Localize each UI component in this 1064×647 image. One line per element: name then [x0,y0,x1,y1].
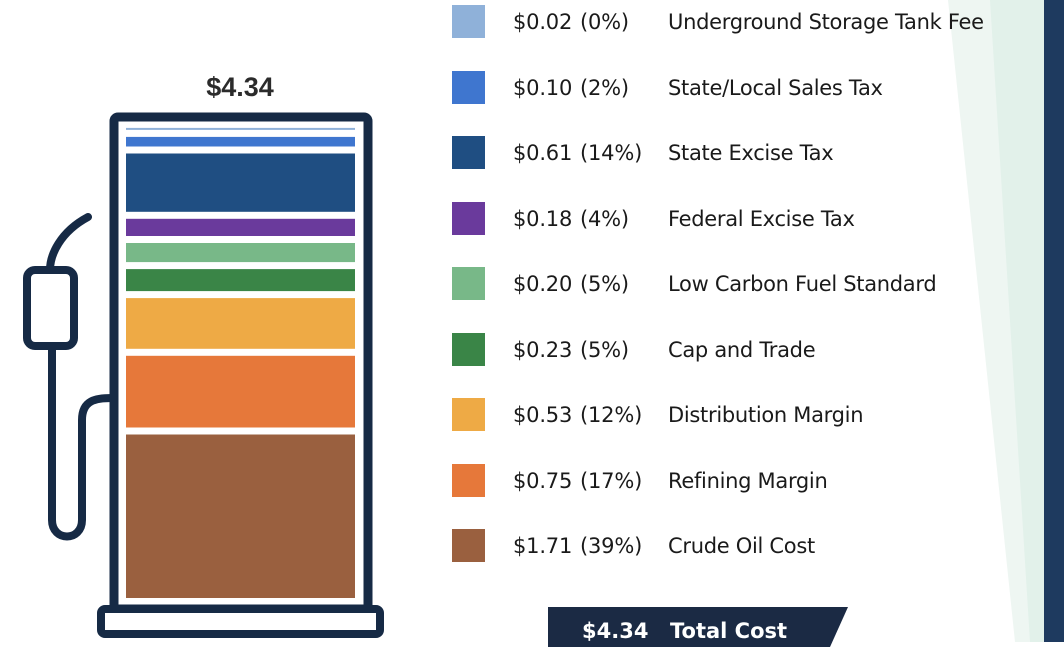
stacked-bar [126,127,355,598]
bar-segment [126,243,355,263]
legend-amount: $0.20 [513,272,573,296]
legend-amount: $0.53 [513,403,573,427]
legend-swatch [452,5,485,38]
legend-percent: (2%) [580,75,629,100]
total-cost-label: Total Cost [670,619,788,643]
nozzle-spout [46,213,92,274]
bar-segment [126,127,355,130]
legend-percent: (39%) [580,534,643,558]
legend-label: Cap and Trade [668,337,816,362]
legend-swatch [452,398,485,431]
legend-swatch [452,70,485,104]
legend-label: State Excise Tax [668,141,834,165]
pump-base [97,605,384,638]
legend-label: Underground Storage Tank Fee [668,10,984,34]
legend-label: Low Carbon Fuel Standard [668,272,937,296]
legend-item: $0.02 (0%) Underground Storage Tank Fee [452,5,1012,39]
legend-item: $1.71 (39%) Crude Oil Cost [452,529,1012,563]
right-edge-bar [1044,0,1064,642]
bar-segment [126,269,355,292]
legend-percent: (17%) [580,468,643,493]
legend-item: $0.20 (5%) Low Carbon Fuel Standard [452,267,1012,301]
legend-swatch [452,136,485,169]
legend-percent: (12%) [580,403,643,427]
legend-item: $0.61 (14%) State Excise Tax [452,136,1012,170]
legend-amount: $0.02 [513,10,573,34]
legend-item: $0.75 (17%) Refining Margin [452,463,1012,498]
legend-percent: (0%) [580,10,629,34]
legend-percent: (5%) [580,337,629,362]
total-cost-banner: $4.34 Total Cost [548,607,850,647]
pump-total-label: $4.34 [206,72,274,102]
legend-swatch [452,529,485,562]
legend-label: State/Local Sales Tax [668,75,883,100]
legend-amount: $0.61 [513,141,573,165]
legend-amount: $1.71 [513,534,573,558]
legend-swatch [452,267,485,300]
legend-item: $0.18 (4%) Federal Excise Tax [452,201,1012,236]
legend-amount: $0.10 [513,75,573,100]
legend-label: Crude Oil Cost [668,534,815,558]
legend-swatch [452,463,485,497]
legend-item: $0.23 (5%) Cap and Trade [452,332,1012,367]
bar-segment [126,434,355,598]
legend-swatch [452,201,485,235]
bar-segment [126,153,355,212]
legend-item: $0.10 (2%) State/Local Sales Tax [452,70,1012,105]
total-banner-shape [548,607,848,647]
gas-pump-graphic [23,112,384,638]
legend-amount: $0.75 [513,468,573,493]
pump-hose [48,342,116,541]
legend-percent: (4%) [580,206,629,231]
legend-label: Refining Margin [668,468,828,493]
legend-amount: $0.18 [513,206,573,231]
legend-label: Federal Excise Tax [668,206,855,231]
legend-item: $0.53 (12%) Distribution Margin [452,398,1012,432]
nozzle-handle [23,266,78,350]
legend-swatch [452,332,485,366]
legend-amount: $0.23 [513,337,573,362]
bar-segment [126,218,355,236]
decorative-gradient-stripe [990,0,1044,642]
legend-label: Distribution Margin [668,403,864,427]
bar-segment [126,298,355,349]
bar-segment [126,355,355,428]
legend-percent: (5%) [580,272,629,296]
legend-percent: (14%) [580,141,643,165]
total-cost-value: $4.34 [582,619,649,643]
bar-segment [126,136,355,147]
